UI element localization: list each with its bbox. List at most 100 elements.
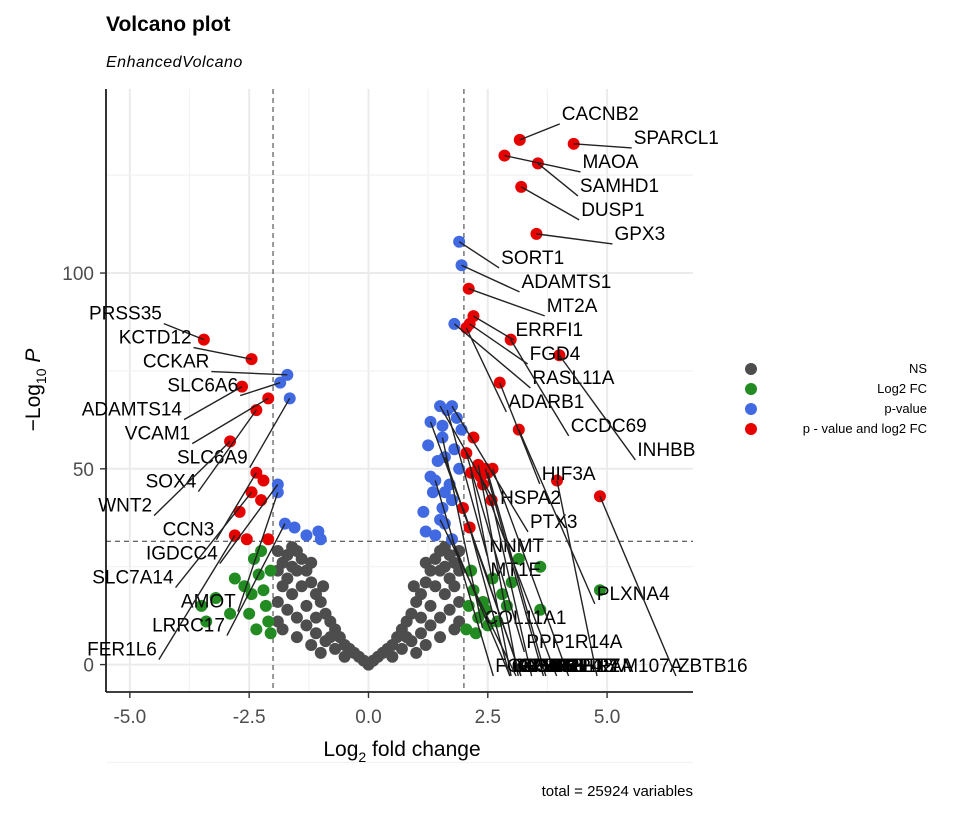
chart-title: Volcano plot [106,13,230,36]
label-connector [193,346,252,360]
point-log2-fc [264,564,277,577]
label-connector [458,241,500,269]
label-connector [518,429,596,605]
label-connector [197,409,257,493]
gene-label: CCDC69 [571,416,647,437]
gene-label: MAOA [582,152,638,173]
gene-label: MT2A [547,296,598,317]
label-connector [451,539,511,677]
point-ns [309,627,322,640]
legend-label-both: p - value and log2 FC [803,421,927,436]
point-p-value [424,470,437,483]
label-connector [520,186,580,221]
point-p-value [422,439,435,452]
gene-label: KCTD12 [119,328,192,349]
y-axis-label: −Log10 P [22,349,49,432]
point-ns [443,603,456,616]
gene-label: FOXO1 [495,656,559,677]
label-connector [461,264,520,293]
label-connector [469,323,529,365]
point-log2-fc [264,627,277,640]
gene-label: IMPA2 [523,656,579,677]
point-ns [438,560,451,573]
point-ns [400,631,413,644]
label-connector [219,484,279,565]
point-p-value [417,505,430,518]
point-ns [317,580,330,593]
point-log2-fc [209,592,222,605]
point-log2-fc [200,615,213,628]
gene-label: CRISPLD2 [520,656,613,677]
point-ns [443,572,456,585]
point-ns [453,595,466,608]
label-connector [191,397,269,445]
gene-label: IRS2 [518,656,560,677]
x-tick-label: -2.5 [233,707,266,728]
data-points [195,133,606,671]
point-ns [286,588,299,601]
label-connector [477,464,519,677]
label-connector [573,143,632,149]
label-connector [439,405,499,509]
axes: -5.0 -2.5 0.0 2.5 5.0 0 50 100 [62,89,693,728]
label-connector [599,495,677,677]
gene-label: PTX3 [530,512,578,533]
point-log2-fc [257,584,270,597]
x-tick-label: 5.0 [594,707,620,728]
gene-label: INHBB [637,440,695,461]
point-ns [453,615,466,628]
point-log2-fc [245,588,258,601]
label-connector [491,468,570,677]
gene-label: TIMP4 [545,656,601,677]
point-ns [419,556,432,569]
point-log2-fc [259,599,272,612]
point-p-value-and-log2-fc [257,474,270,487]
point-ns [329,642,342,655]
legend-label-ns: NS [909,361,927,376]
label-connector [451,405,529,533]
cutoff-lines [106,89,693,692]
point-p-value [426,486,439,499]
point-p-value-and-log2-fc [233,505,246,518]
point-log2-fc [255,545,268,558]
point-p-value [288,521,301,534]
gene-label: DUSP1 [581,200,644,221]
label-connector [470,472,512,677]
point-ns [309,588,322,601]
point-p-value [450,411,463,424]
gene-labels: PRSS35KCTD12CCKARSLC6A6ADAMTS14VCAM1SLC6… [82,104,748,677]
gene-label: VCAM1 [125,424,190,445]
x-tick-label: 0.0 [355,707,381,728]
gene-label: SORT1 [501,248,564,269]
label-connector [504,154,581,173]
gene-label: RASL11A [532,368,614,389]
y-tick-label: 100 [62,264,94,285]
point-ns [281,603,294,616]
point-p-value [429,529,442,542]
point-ns [286,560,299,573]
point-p-value [300,529,313,542]
point-ns [395,642,408,655]
gene-label: LRRC17 [152,616,225,637]
point-ns [305,556,318,569]
legend-label-log2fc: Log2 FC [877,381,927,396]
point-ns [438,588,451,601]
label-connector [453,323,531,389]
label-connector [163,322,205,341]
label-connector [183,385,243,421]
gene-label: HIF3A [542,464,596,485]
legend-label-pvalue: p-value [884,401,927,416]
point-ns [338,650,351,663]
point-ns [309,611,322,624]
label-connector [465,327,507,413]
gene-label: ERRFI1 [515,320,583,341]
y-tick-label: 50 [73,460,94,481]
gene-label: PRSS35 [89,304,162,325]
label-connector [434,480,494,677]
gene-label: ADARB1 [508,392,584,413]
label-connector [249,397,291,468]
gene-label: FAM107A [599,656,683,677]
legend-marker-pvalue [745,403,757,415]
gene-label: GPX3 [614,224,665,245]
point-ns [386,650,399,663]
